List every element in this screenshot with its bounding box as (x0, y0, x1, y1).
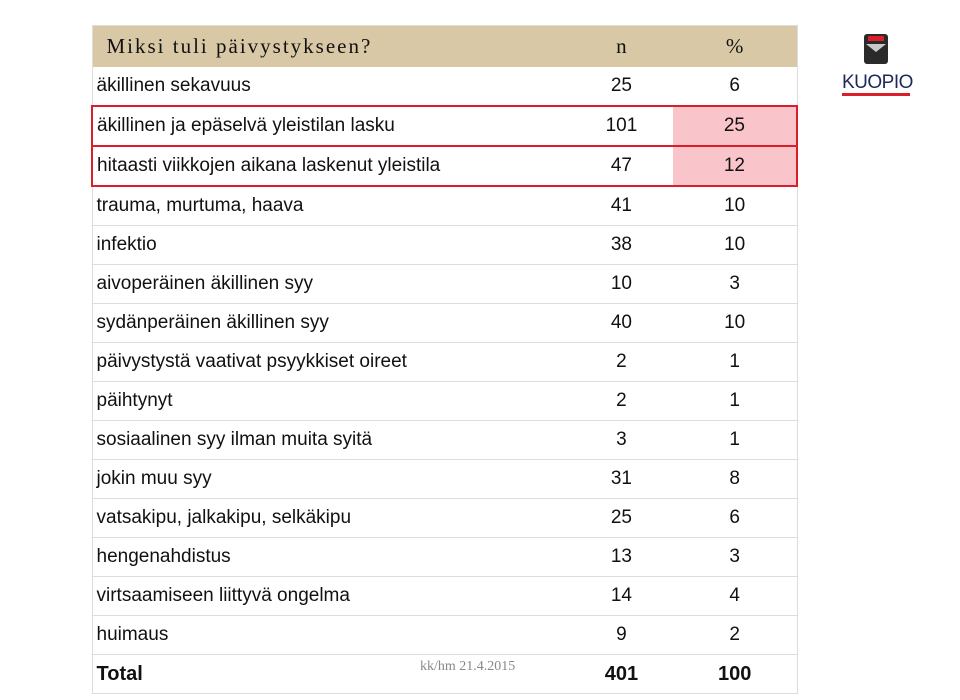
table-cell: sosiaalinen syy ilman muita syitä (92, 420, 570, 460)
table-cell: n (570, 25, 673, 67)
table-cell: 1 (672, 381, 797, 421)
table-cell: 4 (672, 576, 797, 616)
table-cell: päihtynyt (92, 381, 570, 421)
table-cell: 10 (672, 225, 797, 265)
table-row: aivoperäinen äkillinen syy 10 3 (92, 264, 797, 304)
table-row: äkillinen sekavuus 25 6 (92, 67, 797, 107)
table-row: infektio 38 10 (92, 225, 797, 265)
table-cell: trauma, murtuma, haava (92, 186, 570, 226)
table-cell: 38 (570, 225, 673, 265)
table-row: sydänperäinen äkillinen syy 40 10 (92, 303, 797, 343)
table-cell: 1 (672, 420, 797, 460)
table-cell: 10 (570, 264, 673, 304)
table-row: virtsaamiseen liittyvä ongelma 14 4 (92, 576, 797, 616)
table-row: huimaus 9 2 (92, 615, 797, 655)
table-cell: 25 (570, 498, 673, 538)
table: Miksi tuli päivystykseen? n% äkillinen sek… (91, 25, 799, 694)
table-cell: 6 (672, 67, 797, 107)
table-row: jokin muu syy 31 8 (92, 459, 797, 499)
table-cell: 100 (672, 654, 797, 694)
table-cell: vatsakipu, jalkakipu, selkäkipu (92, 498, 570, 538)
footer: kk/hm 21.4.2015 (420, 659, 516, 674)
table-cell: 13 (570, 537, 673, 577)
table-cell: äkillinen ja epäselvä yleistilan lasku (91, 105, 570, 147)
table-cell: 3 (570, 420, 673, 460)
table-row: vatsakipu, jalkakipu, selkäkipu 25 6 (92, 498, 797, 538)
logo: KUOPIO (842, 30, 913, 96)
table-cell: 31 (570, 459, 673, 499)
table-row: päihtynyt 2 1 (92, 381, 797, 421)
table-cell: 14 (570, 576, 673, 616)
table-cell: 40 (570, 303, 673, 343)
table-cell: jokin muu syy (92, 459, 570, 499)
table-row: päivystystä vaativat psyykkiset oireet 2 1 (92, 342, 797, 382)
table-cell: 10 (672, 186, 797, 226)
table-cell: 1 (672, 342, 797, 382)
table-cell: huimaus (92, 615, 570, 655)
table-cell: päivystystä vaativat psyykkiset oireet (92, 342, 570, 382)
table-cell: 401 (570, 654, 673, 694)
table-cell: äkillinen sekavuus (92, 67, 570, 107)
table-row: äkillinen ja epäselvä yleistilan lasku 10… (91, 105, 799, 147)
table-cell: sydänperäinen äkillinen syy (92, 303, 570, 343)
table-row: trauma, murtuma, haava 41 10 (92, 186, 797, 226)
table-cell: 10 (672, 303, 797, 343)
table-cell: hengenahdistus (92, 537, 570, 577)
table-cell: virtsaamiseen liittyvä ongelma (92, 576, 570, 616)
table-cell: Total (92, 654, 570, 694)
table-cell: 8 (672, 459, 797, 499)
table-row: hitaasti viikkojen aikana laskenut yleis… (91, 145, 799, 187)
table-cell: 6 (672, 498, 797, 538)
table-cell: 2 (570, 342, 673, 382)
table-cell: 3 (672, 537, 797, 577)
logo-text: KUOPIO (842, 73, 913, 96)
table-cell: aivoperäinen äkillinen syy (92, 264, 570, 304)
table-row: sosiaalinen syy ilman muita syitä 3 1 (92, 420, 797, 460)
table-cell: 12 (672, 145, 799, 187)
table-cell: 47 (570, 145, 673, 187)
table-cell: 25 (570, 67, 673, 107)
table-cell: 2 (672, 615, 797, 655)
table-cell: Miksi tuli päivystykseen? (92, 25, 570, 67)
table-cell: 41 (570, 186, 673, 226)
table-row: hengenahdistus 13 3 (92, 537, 797, 577)
table-row: Total 401 100 (92, 654, 797, 694)
table-cell: 3 (672, 264, 797, 304)
table-cell: hitaasti viikkojen aikana laskenut yleis… (91, 145, 570, 187)
table-cell: % (672, 25, 797, 67)
table-cell: 2 (570, 381, 673, 421)
table-cell: 9 (570, 615, 673, 655)
table-row: Miksi tuli päivystykseen? n% (92, 25, 797, 67)
table-cell: 101 (570, 105, 673, 147)
table-cell: infektio (92, 225, 570, 265)
logo-crest (864, 34, 888, 64)
table-cell: 25 (672, 105, 799, 147)
